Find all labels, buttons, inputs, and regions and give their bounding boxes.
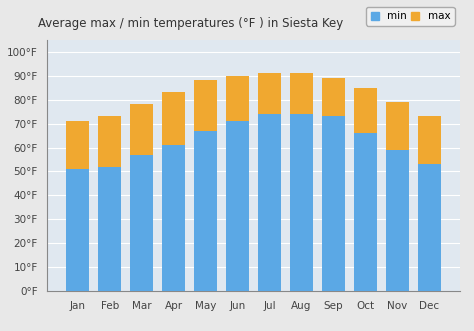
Bar [66,169,89,291]
Bar [386,102,409,150]
Bar [386,150,409,291]
Bar [194,131,217,291]
Bar [258,73,281,114]
Bar [130,155,153,291]
Bar [418,164,441,291]
Bar [162,92,185,145]
Bar [258,114,281,291]
Bar [66,121,89,169]
Bar [226,121,249,291]
Bar [354,88,377,133]
Bar [98,167,121,291]
Bar [98,117,121,167]
Bar [162,145,185,291]
Text: Average max / min temperatures (°F ) in Siesta Key: Average max / min temperatures (°F ) in … [38,17,343,29]
Bar [322,117,345,291]
Bar [130,104,153,155]
Bar [418,117,441,164]
Bar [226,76,249,121]
Bar [322,78,345,117]
Bar [194,80,217,131]
Bar [290,114,313,291]
Bar [354,133,377,291]
Legend: min, max: min, max [366,7,455,25]
Bar [290,73,313,114]
